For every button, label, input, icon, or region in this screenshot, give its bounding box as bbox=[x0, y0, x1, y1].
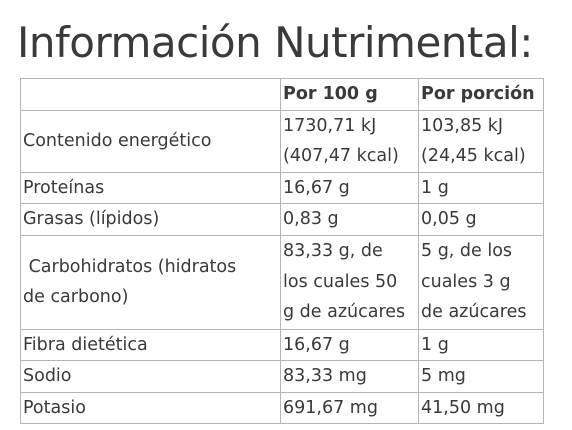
value-per-portion: 5 mg bbox=[418, 360, 544, 393]
value-per-portion: 0,05 g bbox=[418, 203, 544, 236]
row-label: Fibra dietética bbox=[20, 328, 281, 361]
table-row: Potasio 691,67 mg 41,50 mg bbox=[20, 391, 544, 424]
value-per-100g: 16,67 g bbox=[280, 328, 419, 361]
row-label: Carbohidratos (hidratos de carbono) bbox=[20, 234, 281, 330]
table-row: Sodio 83,33 mg 5 mg bbox=[20, 360, 544, 393]
header-per-portion: Por porción bbox=[418, 78, 544, 111]
value-per-100g: 83,33 mg bbox=[280, 360, 419, 393]
header-empty bbox=[20, 78, 281, 111]
page-title: Información Nutrimental: bbox=[17, 18, 533, 67]
value-per-100g: 691,67 mg bbox=[280, 391, 419, 424]
row-label: Contenido energético bbox=[20, 109, 281, 173]
table-header-row: Por 100 g Por porción bbox=[20, 78, 544, 111]
row-label: Sodio bbox=[20, 360, 281, 393]
row-label: Proteínas bbox=[20, 171, 281, 204]
value-per-portion: 103,85 kJ (24,45 kcal) bbox=[418, 109, 544, 173]
value-per-portion: 1 g bbox=[418, 171, 544, 204]
header-per-100g: Por 100 g bbox=[280, 78, 419, 111]
row-label: Potasio bbox=[20, 391, 281, 424]
value-per-100g: 1730,71 kJ (407,47 kcal) bbox=[280, 109, 419, 173]
table-row: Carbohidratos (hidratos de carbono) 83,33… bbox=[20, 234, 544, 330]
table-row: Grasas (lípidos) 0,83 g 0,05 g bbox=[20, 203, 544, 236]
value-per-portion: 41,50 mg bbox=[418, 391, 544, 424]
value-per-100g: 83,33 g, de los cuales 50 g de azúcares bbox=[280, 234, 419, 330]
table-row: Proteínas 16,67 g 1 g bbox=[20, 171, 544, 204]
value-per-portion: 5 g, de los cuales 3 g de azúcares bbox=[418, 234, 544, 330]
value-per-portion: 1 g bbox=[418, 328, 544, 361]
value-per-100g: 16,67 g bbox=[280, 171, 419, 204]
row-label: Grasas (lípidos) bbox=[20, 203, 281, 236]
table-row: Contenido energético 1730,71 kJ (407,47 k… bbox=[20, 109, 544, 173]
value-per-100g: 0,83 g bbox=[280, 203, 419, 236]
table-row: Fibra dietética 16,67 g 1 g bbox=[20, 328, 544, 361]
nutrition-table: Por 100 g Por porción Contenido energéti… bbox=[20, 78, 544, 424]
